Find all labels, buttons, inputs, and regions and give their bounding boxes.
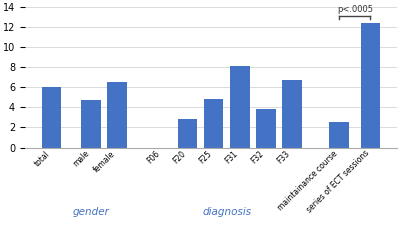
Bar	[204, 99, 224, 148]
Bar	[107, 82, 127, 148]
Text: p<.0005: p<.0005	[337, 5, 373, 14]
Text: diagnosis: diagnosis	[202, 207, 251, 217]
Bar	[81, 100, 101, 148]
Bar	[178, 119, 197, 148]
Bar	[256, 109, 276, 148]
Text: gender: gender	[72, 207, 109, 217]
Bar	[361, 23, 380, 148]
Bar	[42, 87, 62, 148]
Bar	[282, 80, 302, 148]
Bar	[230, 66, 250, 148]
Bar	[329, 123, 349, 148]
